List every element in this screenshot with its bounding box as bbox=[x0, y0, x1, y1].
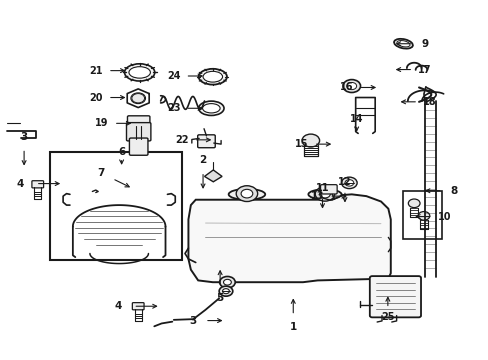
Text: 15: 15 bbox=[295, 139, 308, 149]
Text: 13: 13 bbox=[310, 191, 324, 201]
Circle shape bbox=[236, 186, 257, 202]
Circle shape bbox=[302, 134, 319, 147]
Circle shape bbox=[344, 180, 353, 186]
Circle shape bbox=[407, 199, 419, 208]
Text: 10: 10 bbox=[437, 212, 450, 221]
Ellipse shape bbox=[198, 101, 224, 116]
Text: 6: 6 bbox=[118, 147, 125, 157]
Bar bbox=[50, 152, 182, 260]
Bar bbox=[403, 191, 442, 239]
Circle shape bbox=[223, 279, 231, 285]
Ellipse shape bbox=[202, 104, 220, 113]
Text: 21: 21 bbox=[89, 66, 103, 76]
FancyBboxPatch shape bbox=[127, 116, 150, 126]
Text: 5: 5 bbox=[216, 293, 224, 303]
Ellipse shape bbox=[198, 69, 226, 85]
Circle shape bbox=[132, 94, 144, 103]
Circle shape bbox=[342, 80, 360, 93]
Text: 3: 3 bbox=[189, 316, 197, 325]
Text: 24: 24 bbox=[167, 71, 180, 81]
Text: 17: 17 bbox=[417, 64, 431, 75]
Text: 18: 18 bbox=[422, 97, 436, 107]
Text: 4: 4 bbox=[17, 179, 24, 189]
Text: 4: 4 bbox=[114, 301, 121, 311]
Circle shape bbox=[222, 289, 229, 294]
FancyBboxPatch shape bbox=[129, 138, 148, 155]
Circle shape bbox=[241, 189, 252, 198]
Ellipse shape bbox=[203, 71, 222, 82]
Circle shape bbox=[319, 190, 330, 198]
Text: 20: 20 bbox=[89, 93, 103, 103]
Circle shape bbox=[315, 187, 334, 201]
Text: 14: 14 bbox=[349, 114, 363, 124]
Text: 1: 1 bbox=[289, 322, 296, 332]
Circle shape bbox=[219, 286, 232, 296]
Circle shape bbox=[341, 177, 356, 189]
Circle shape bbox=[346, 82, 356, 90]
Ellipse shape bbox=[124, 64, 155, 81]
Text: 8: 8 bbox=[449, 186, 457, 196]
Ellipse shape bbox=[228, 189, 264, 200]
Ellipse shape bbox=[396, 41, 409, 47]
Text: 3: 3 bbox=[20, 132, 28, 142]
Ellipse shape bbox=[393, 39, 412, 49]
Text: 19: 19 bbox=[95, 118, 109, 128]
FancyBboxPatch shape bbox=[32, 181, 43, 188]
Text: 7: 7 bbox=[97, 168, 104, 178]
Polygon shape bbox=[204, 170, 222, 182]
Ellipse shape bbox=[129, 67, 150, 78]
Circle shape bbox=[417, 212, 429, 220]
FancyBboxPatch shape bbox=[126, 123, 151, 141]
Text: 25: 25 bbox=[380, 312, 394, 322]
FancyBboxPatch shape bbox=[132, 303, 144, 310]
FancyBboxPatch shape bbox=[369, 276, 420, 318]
Text: 9: 9 bbox=[421, 39, 427, 49]
Text: 11: 11 bbox=[315, 183, 328, 193]
Circle shape bbox=[219, 276, 235, 288]
FancyBboxPatch shape bbox=[320, 185, 336, 194]
Text: 16: 16 bbox=[340, 82, 353, 93]
FancyBboxPatch shape bbox=[197, 135, 215, 148]
Text: 12: 12 bbox=[338, 177, 351, 187]
Ellipse shape bbox=[131, 93, 145, 104]
Text: 22: 22 bbox=[175, 135, 188, 145]
Text: 23: 23 bbox=[167, 103, 180, 113]
Polygon shape bbox=[188, 194, 390, 282]
Text: 2: 2 bbox=[199, 155, 206, 165]
Ellipse shape bbox=[308, 189, 341, 199]
